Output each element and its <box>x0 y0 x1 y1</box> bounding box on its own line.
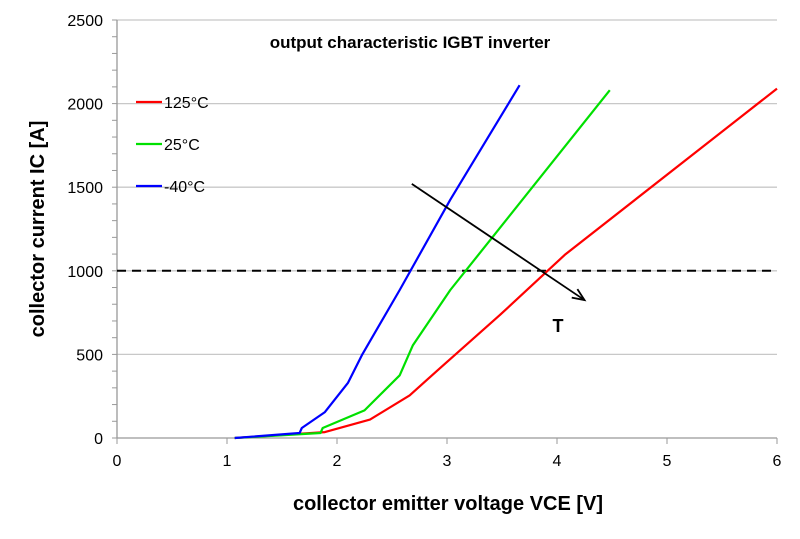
annotation-arrow-line <box>411 183 586 301</box>
legend: 125°C 25°C -40°C <box>136 95 209 196</box>
x-tick-label: 3 <box>443 453 452 470</box>
chart-title: output characteristic IGBT inverter <box>270 33 551 52</box>
legend-label-2: -40°C <box>164 179 205 196</box>
x-tick-label: 4 <box>553 453 562 470</box>
y-tick-label: 2500 <box>67 13 103 30</box>
y-axis-label: collector current IC [A] <box>27 121 49 338</box>
x-tick-label: 0 <box>113 453 122 470</box>
axes: 0 500 1000 1500 2000 2500 0 1 2 3 4 5 6 <box>67 13 781 470</box>
legend-label-1: 25°C <box>164 137 200 154</box>
series-line-2 <box>234 84 521 440</box>
y-tick-label: 500 <box>76 347 103 364</box>
y-tick-label: 1000 <box>67 264 103 281</box>
annotation-label: T <box>553 316 564 336</box>
x-tick-label: 1 <box>223 453 232 470</box>
annotation-arrow-head <box>571 288 587 302</box>
y-tick-label: 1500 <box>67 180 103 197</box>
series-group <box>117 84 778 440</box>
x-tick-label: 5 <box>663 453 672 470</box>
x-axis-label: collector emitter voltage VCE [V] <box>293 493 603 515</box>
x-tick-label: 2 <box>333 453 342 470</box>
annotation: T <box>411 183 587 336</box>
legend-label-0: 125°C <box>164 95 209 112</box>
series-line-1 <box>234 89 611 440</box>
y-tick-label: 0 <box>94 431 103 448</box>
y-tick-label: 2000 <box>67 97 103 114</box>
x-tick-label: 6 <box>773 453 782 470</box>
series-line-0 <box>234 87 778 440</box>
